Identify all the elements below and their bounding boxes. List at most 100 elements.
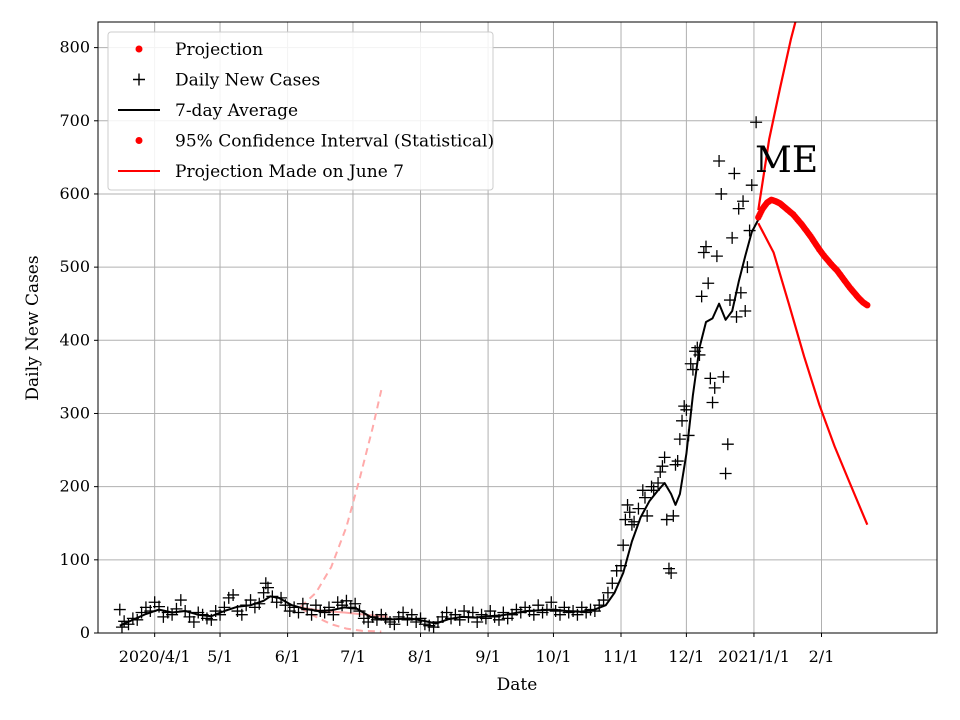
case-marker: [621, 498, 634, 511]
case-marker: [205, 613, 218, 626]
x-tick-label: 7/1: [340, 647, 366, 666]
case-marker: [349, 597, 362, 610]
case-marker: [453, 613, 466, 626]
case-marker: [275, 591, 288, 604]
case-marker: [153, 600, 166, 613]
case-marker: [405, 608, 418, 621]
ci-lower-bound: [757, 222, 869, 526]
case-marker: [601, 586, 614, 599]
case-marker: [721, 438, 734, 451]
case-marker: [636, 484, 649, 497]
case-marker: [388, 618, 401, 631]
case-marker: [253, 597, 266, 610]
case-marker: [327, 608, 340, 621]
june7-confidence-band: [300, 389, 388, 633]
case-marker: [710, 250, 723, 263]
case-marker: [656, 460, 669, 473]
case-marker: [641, 509, 654, 522]
case-marker: [532, 599, 545, 612]
projection-dots: [755, 196, 871, 309]
confidence-interval-group: [757, 21, 869, 526]
case-marker: [305, 608, 318, 621]
case-marker: [227, 588, 240, 601]
case-marker: [739, 305, 752, 318]
case-marker: [471, 616, 484, 629]
case-marker: [619, 513, 632, 526]
case-marker: [292, 606, 305, 619]
case-marker: [708, 381, 721, 394]
legend-label: Daily New Cases: [175, 71, 320, 91]
x-tick-label: 2020/4/1: [119, 647, 191, 666]
daily-cases-markers: [113, 116, 763, 634]
case-marker: [606, 577, 619, 590]
x-tick-label: 10/1: [535, 647, 571, 666]
projection-point: [864, 301, 871, 309]
x-tick-label: 9/1: [475, 647, 501, 666]
y-axis: 0 100 200 300 400 500 600 700 800: [59, 38, 98, 642]
case-marker: [654, 466, 667, 479]
y-tick-label: 500: [59, 257, 90, 276]
case-marker: [673, 433, 686, 446]
case-marker: [686, 363, 699, 376]
case-marker: [695, 290, 708, 303]
x-axis: 2020/4/1 5/1 6/1 7/1 8/1 9/1 10/1 11/1 12/1 2021/…: [119, 633, 835, 666]
case-marker: [187, 616, 200, 629]
case-marker: [466, 606, 479, 619]
legend-dot-marker: [135, 45, 143, 53]
y-tick-label: 700: [59, 111, 90, 130]
case-marker: [615, 559, 628, 572]
case-marker: [697, 246, 710, 259]
june7-lower-bound: [300, 607, 382, 633]
case-marker: [571, 608, 584, 621]
state-annotation: ME: [755, 140, 818, 181]
plot-frame: [97, 21, 938, 634]
case-marker: [682, 429, 695, 442]
x-axis-title: Date: [497, 675, 538, 695]
case-marker: [617, 539, 630, 552]
case-marker: [218, 601, 231, 614]
case-marker: [340, 594, 353, 607]
seven-day-average-group: [119, 219, 760, 627]
x-tick-label: 8/1: [408, 647, 434, 666]
case-marker: [700, 240, 713, 253]
case-marker: [527, 608, 540, 621]
legend-box: [107, 31, 494, 191]
case-marker: [597, 594, 610, 607]
case-marker: [479, 612, 492, 625]
y-tick-label: 0: [80, 623, 90, 642]
x-tick-label: 2/1: [809, 647, 835, 666]
case-marker: [658, 451, 671, 464]
case-marker: [719, 467, 732, 480]
case-marker: [214, 608, 227, 621]
case-marker: [665, 566, 678, 579]
case-marker: [628, 515, 641, 528]
case-marker: [734, 286, 747, 299]
case-marker: [723, 294, 736, 307]
case-marker: [693, 348, 706, 361]
case-marker: [676, 414, 689, 427]
case-marker: [638, 491, 651, 504]
case-marker: [545, 596, 558, 609]
case-marker: [131, 613, 144, 626]
legend-label: 95% Confidence Interval (Statistical): [175, 132, 494, 152]
y-axis-title: Daily New Cases: [23, 255, 43, 400]
case-marker: [144, 605, 157, 618]
legend-label: Projection: [175, 40, 263, 60]
june7-upper-bound: [300, 389, 383, 608]
case-marker: [730, 310, 743, 323]
case-marker: [671, 455, 684, 468]
x-tick-label: 12/1: [668, 647, 704, 666]
case-marker: [623, 506, 636, 519]
case-marker: [715, 187, 728, 200]
case-marker: [750, 116, 763, 129]
case-marker: [632, 502, 645, 515]
case-marker: [745, 179, 758, 192]
case-marker: [492, 613, 505, 626]
case-marker: [741, 261, 754, 274]
case-marker: [660, 513, 673, 526]
y-tick-label: 100: [59, 550, 90, 569]
case-marker: [397, 606, 410, 619]
case-marker: [322, 601, 335, 614]
case-marker: [553, 608, 566, 621]
